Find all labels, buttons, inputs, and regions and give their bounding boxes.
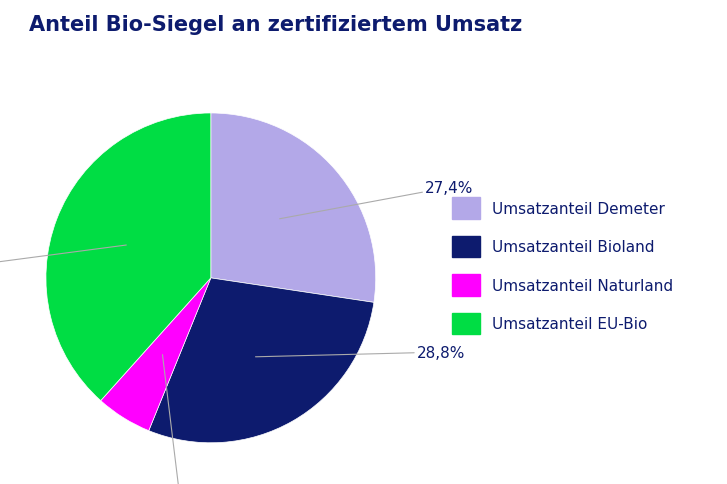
Text: Anteil Bio-Siegel an zertifiziertem Umsatz: Anteil Bio-Siegel an zertifiziertem Umsa… — [29, 15, 522, 34]
Text: 5,5%: 5,5% — [162, 355, 201, 484]
Text: 28,8%: 28,8% — [255, 345, 465, 360]
Wedge shape — [211, 114, 376, 302]
Legend: Umsatzanteil Demeter, Umsatzanteil Bioland, Umsatzanteil Naturland, Umsatzanteil: Umsatzanteil Demeter, Umsatzanteil Biola… — [445, 190, 680, 342]
Text: 38,4%: 38,4% — [0, 245, 126, 277]
Wedge shape — [149, 278, 374, 443]
Wedge shape — [46, 114, 211, 401]
Wedge shape — [101, 278, 211, 431]
Text: 27,4%: 27,4% — [280, 181, 473, 219]
